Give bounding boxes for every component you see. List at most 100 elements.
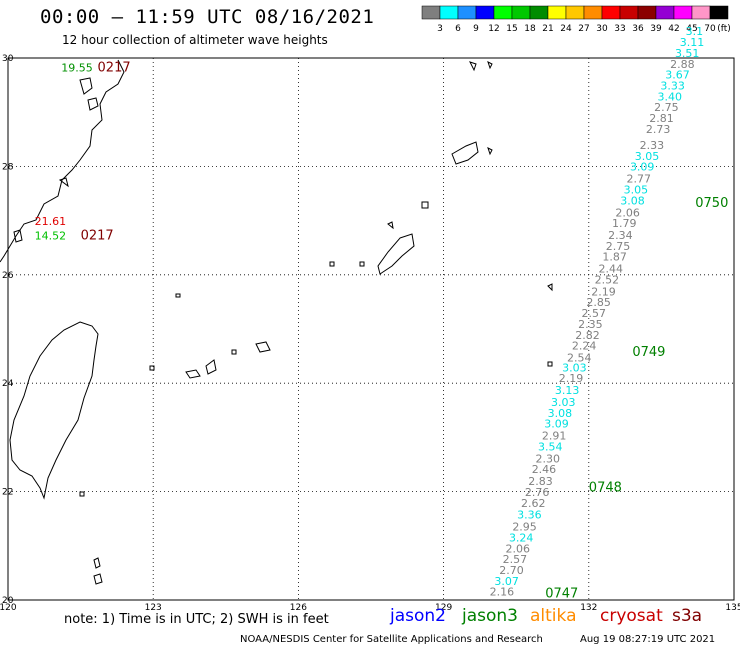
swh-value: 2.19 xyxy=(559,372,584,385)
colorbar-tick-label: 15 xyxy=(506,24,517,34)
x-tick-label: 129 xyxy=(435,603,452,613)
swh-value: 2.52 xyxy=(595,273,620,286)
swh-value: 2.70 xyxy=(499,564,524,577)
swh-value: 2.46 xyxy=(532,463,557,476)
swh-value: 3.09 xyxy=(630,161,655,174)
swh-value: 2.57 xyxy=(582,307,607,320)
swh-labels: 2.163.072.702.572.063.242.953.362.622.76… xyxy=(490,25,705,598)
pass-time-label: 0747 xyxy=(545,586,578,601)
west-label: 19.55 xyxy=(61,62,93,75)
swh-value: 3.1 xyxy=(686,25,704,38)
colorbar-tick-label: 45 xyxy=(686,24,697,34)
satellite-cryosat: cryosat xyxy=(600,606,663,626)
swh-value: 2.30 xyxy=(536,452,561,465)
swh-value: 2.35 xyxy=(578,318,603,331)
axis-tick-labels: 120 123 126 129 132 135 30 28 26 24 22 20 xyxy=(0,54,740,613)
colorbar-tick-label: 70 xyxy=(704,24,716,34)
colorbar-tick-label: 39 xyxy=(650,24,662,34)
swh-value: 3.54 xyxy=(538,440,563,453)
swh-value: 3.51 xyxy=(675,47,700,60)
colorbar-tick-label: 33 xyxy=(614,24,625,34)
pass-time-label: 0748 xyxy=(589,481,622,496)
map-frame xyxy=(7,57,735,601)
swh-value: 3.67 xyxy=(665,69,690,82)
colorbar-unit: (ft) xyxy=(717,24,731,34)
lat-lon-grid xyxy=(7,57,735,601)
satellite-jason2: jason2 xyxy=(390,606,446,626)
west-label: 14.52 xyxy=(35,230,66,243)
colorbar-tick-label: 42 xyxy=(668,24,679,34)
colorbar-tick-label: 24 xyxy=(560,24,572,34)
swh-value: 2.54 xyxy=(567,352,592,365)
small-islands xyxy=(329,61,493,267)
swh-value: 3.13 xyxy=(555,384,580,397)
x-tick-label: 135 xyxy=(725,603,740,613)
okinawa-island xyxy=(377,233,415,275)
amami-island xyxy=(451,141,479,165)
miyako-islands xyxy=(185,341,271,379)
swh-value: 3.07 xyxy=(494,575,519,588)
china-coastline xyxy=(0,59,125,263)
swh-value: 2.81 xyxy=(649,112,674,125)
swh-value: 2.73 xyxy=(646,123,671,136)
swh-value: 3.08 xyxy=(620,194,645,207)
swh-value: 2.19 xyxy=(591,285,616,298)
colorbar-tick-label: 36 xyxy=(632,24,644,34)
swh-value: 2.95 xyxy=(512,521,537,534)
swh-value: 3.03 xyxy=(551,396,576,409)
y-tick-label: 28 xyxy=(2,162,14,172)
swh-value: 2.24 xyxy=(572,340,597,353)
taiwan-coastline xyxy=(9,321,99,500)
swh-value: 2.77 xyxy=(627,173,652,186)
x-tick-label: 123 xyxy=(145,603,162,613)
generated-timestamp: Aug 19 08:27:19 UTC 2021 xyxy=(580,634,716,645)
swh-value: 2.34 xyxy=(608,229,633,242)
colorbar-tick-label: 9 xyxy=(473,24,479,34)
pass-time-label: 0750 xyxy=(695,196,728,211)
pass-time-label: 0749 xyxy=(632,345,665,360)
y-tick-label: 20 xyxy=(2,596,14,606)
swh-value: 3.40 xyxy=(658,90,683,103)
swh-value: 2.06 xyxy=(615,206,640,219)
swh-value: 3.24 xyxy=(509,531,534,544)
x-tick-label: 126 xyxy=(290,603,307,613)
swh-value: 1.87 xyxy=(602,251,627,264)
southern-islets xyxy=(79,283,553,585)
swh-value: 3.05 xyxy=(624,184,649,197)
credit-line: NOAA/NESDIS Center for Satellite Applica… xyxy=(240,634,543,645)
swh-value: 2.33 xyxy=(640,139,665,152)
colorbar-tick-label: 30 xyxy=(596,24,608,34)
swh-value: 2.85 xyxy=(586,296,611,309)
swh-value: 2.82 xyxy=(575,329,600,342)
color-legend: 3 6 9 12 15 18 21 24 27 30 33 36 39 42 45 70 (ft) xyxy=(421,5,731,34)
swh-value: 1.79 xyxy=(612,217,637,230)
west-label: 0217 xyxy=(98,61,131,76)
colorbar-tick-label: 21 xyxy=(542,24,553,34)
swh-value: 3.08 xyxy=(548,407,573,420)
colorbar-tick-label: 27 xyxy=(578,24,589,34)
satellite-jason3: jason3 xyxy=(462,606,518,626)
colorbar-swatch xyxy=(709,5,729,20)
coastline xyxy=(0,59,553,585)
swh-value: 3.33 xyxy=(660,79,685,92)
satellite-s3a: s3a xyxy=(672,606,703,626)
swh-value: 2.57 xyxy=(503,553,528,566)
swh-value: 2.88 xyxy=(670,58,695,71)
footer-note: note: 1) Time is in UTC; 2) SWH is in fe… xyxy=(64,612,329,627)
swh-value: 2.75 xyxy=(606,240,631,253)
swh-value: 3.11 xyxy=(680,36,705,49)
swh-value: 3.36 xyxy=(517,509,542,522)
colorbar-tick-label: 18 xyxy=(524,24,536,34)
china-coast-islands xyxy=(13,77,99,243)
colorbar-tick-label: 12 xyxy=(488,24,499,34)
swh-value: 3.03 xyxy=(562,361,587,374)
satellite-altika: altika xyxy=(530,606,577,626)
y-tick-label: 24 xyxy=(2,379,14,389)
swh-value: 2.83 xyxy=(528,475,553,488)
chart-title: 00:00 – 11:59 UTC 08/16/2021 xyxy=(40,6,375,28)
swh-value: 2.16 xyxy=(490,586,514,599)
swh-value: 2.91 xyxy=(542,430,567,443)
colorbar-tick-label: 3 xyxy=(437,24,443,34)
swh-value: 2.06 xyxy=(506,542,531,555)
